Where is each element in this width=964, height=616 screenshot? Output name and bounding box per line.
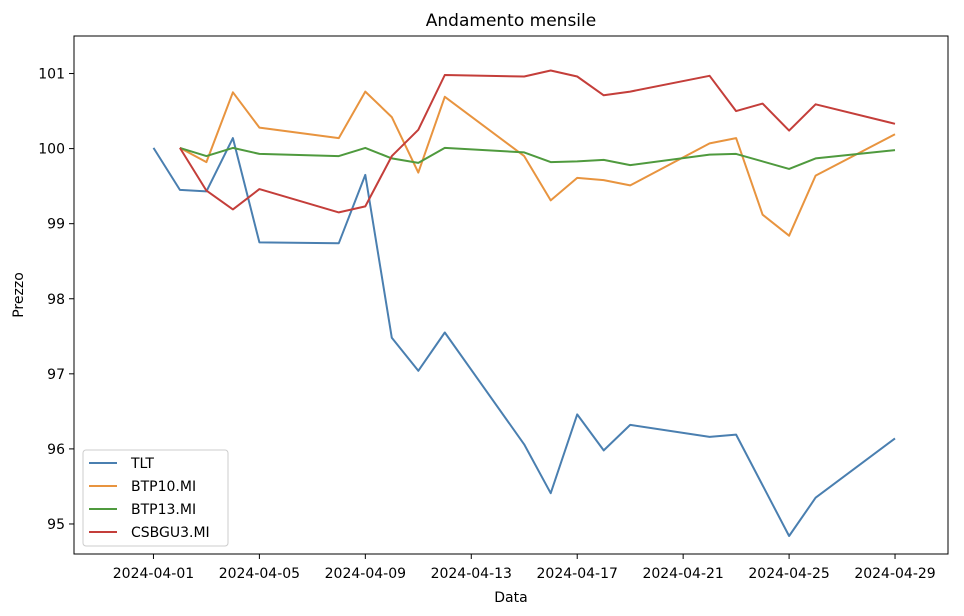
legend-label-tlt: TLT	[130, 456, 154, 472]
x-tick-label: 2024-04-05	[219, 566, 300, 582]
x-tick-label: 2024-04-09	[325, 566, 406, 582]
series-line-tlt	[152, 137, 896, 537]
legend-label-btp13-mi: BTP13.MI	[131, 502, 196, 518]
legend-box	[82, 449, 229, 547]
y-tick-label: 97	[47, 367, 65, 383]
x-tick-label: 2024-04-21	[642, 566, 723, 582]
y-axis-label: Prezzo	[11, 272, 27, 318]
x-tick-label: 2024-04-29	[854, 566, 935, 582]
legend-label-csbgu3-mi: CSBGU3.MI	[131, 525, 210, 541]
x-tick-label: 2024-04-25	[748, 566, 829, 582]
x-axis-label: Data	[494, 590, 527, 606]
y-tick-label: 96	[47, 442, 65, 458]
y-tick-label: 95	[47, 517, 65, 533]
x-tick-label: 2024-04-13	[431, 566, 512, 582]
y-axis: 95 96 97 98 99 100 101	[38, 67, 74, 533]
chart-title: Andamento mensile	[426, 11, 596, 31]
y-tick-label: 98	[47, 292, 65, 308]
series-line-csbgu3-mi	[179, 69, 896, 214]
y-tick-label: 100	[38, 142, 65, 158]
x-tick-label: 2024-04-17	[537, 566, 618, 582]
x-tick-label: 2024-04-01	[113, 566, 194, 582]
x-axis: 2024-04-01 2024-04-05 2024-04-09 2024-04-13…	[113, 554, 936, 582]
plot-frame	[73, 35, 949, 555]
series-line-btp10-mi	[179, 90, 896, 237]
y-tick-label: 99	[47, 217, 65, 233]
legend: TLT BTP10.MI BTP13.MI CSBGU3.MI	[82, 449, 229, 547]
y-tick-label: 101	[38, 67, 65, 83]
series-line-btp13-mi	[179, 146, 896, 170]
legend-label-btp10-mi: BTP10.MI	[131, 479, 196, 495]
series-layer	[152, 69, 896, 537]
